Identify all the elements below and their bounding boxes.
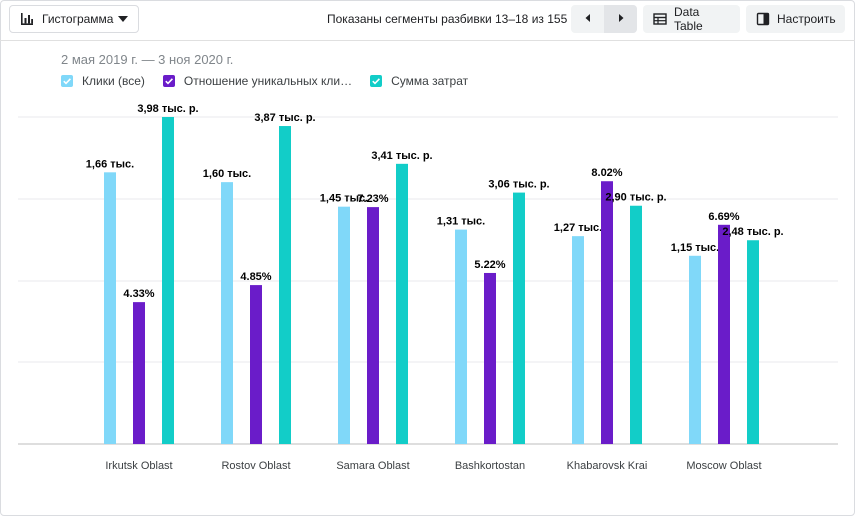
- checkbox-checked-icon[interactable]: [61, 75, 73, 87]
- prev-segments-button[interactable]: [571, 5, 604, 33]
- legend-label: Сумма затрат: [391, 74, 469, 88]
- chevron-left-icon: [583, 10, 593, 28]
- data-table-label: Data Table: [674, 5, 703, 33]
- legend-label: Клики (все): [82, 74, 145, 88]
- configure-button[interactable]: Настроить: [746, 5, 845, 33]
- legend-item-ratio[interactable]: Отношение уникальных кли…: [162, 74, 353, 88]
- configure-label: Настроить: [777, 12, 836, 26]
- chart-type-label: Гистограмма: [42, 12, 114, 26]
- chevron-down-icon: [118, 16, 128, 22]
- legend-label: Отношение уникальных кли…: [183, 74, 353, 88]
- data-table-button[interactable]: Data Table: [643, 5, 740, 33]
- toolbar: Гистограмма Показаны сегменты разбивки 1…: [0, 0, 855, 41]
- chart-type-dropdown[interactable]: Гистограмма: [9, 5, 139, 33]
- next-segments-button[interactable]: [604, 5, 637, 33]
- chart-legend: Клики (все) Отношение уникальных кли… Су…: [61, 74, 486, 88]
- checkbox-checked-icon[interactable]: [370, 75, 383, 87]
- legend-item-cost[interactable]: Сумма затрат: [370, 74, 468, 88]
- legend-item-clicks[interactable]: Клики (все): [61, 74, 145, 88]
- date-range: 2 мая 2019 г. — 3 ноя 2020 г.: [61, 52, 234, 67]
- panel-icon: [756, 12, 770, 26]
- segment-pager: [571, 5, 637, 33]
- checkbox-checked-icon[interactable]: [162, 75, 175, 87]
- segments-range-text: Показаны сегменты разбивки 13–18 из 155: [327, 12, 568, 26]
- bar-chart-icon: [20, 12, 34, 26]
- chevron-right-icon: [616, 10, 626, 28]
- table-icon: [653, 12, 667, 26]
